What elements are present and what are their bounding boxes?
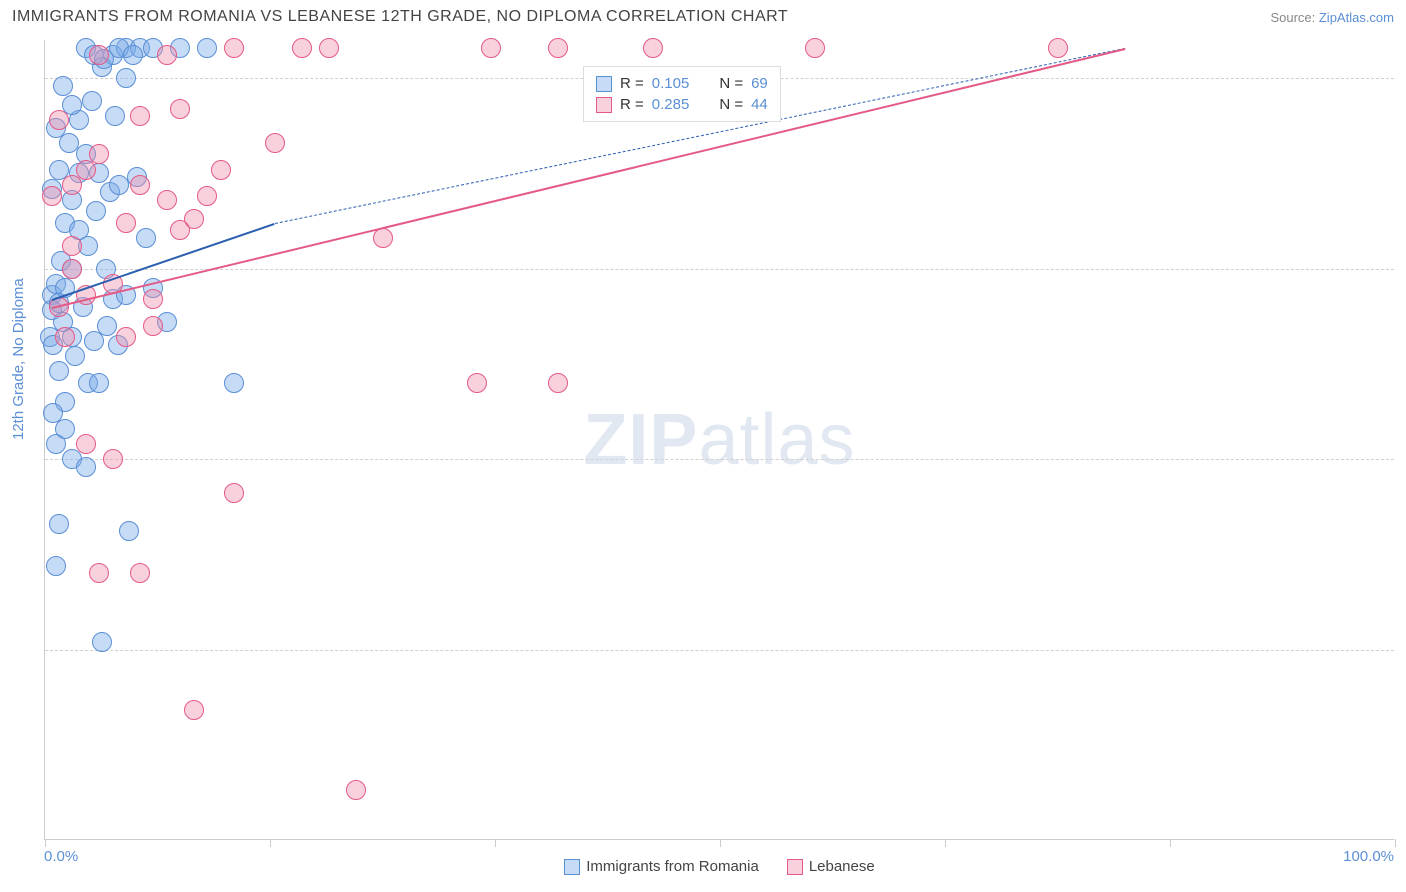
stat-n-label: N = [719, 96, 743, 113]
series-swatch [596, 76, 612, 92]
scatter-point [62, 259, 82, 279]
watermark-bold: ZIP [583, 400, 698, 480]
x-min-label: 0.0% [44, 848, 78, 865]
scatter-point [130, 106, 150, 126]
scatter-point [76, 434, 96, 454]
scatter-point [211, 160, 231, 180]
scatter-point [43, 403, 63, 423]
scatter-point [62, 175, 82, 195]
scatter-point [82, 91, 102, 111]
scatter-point [53, 76, 73, 96]
scatter-point [46, 556, 66, 576]
scatter-point [49, 110, 69, 130]
scatter-point [224, 38, 244, 58]
scatter-point [292, 38, 312, 58]
scatter-point [116, 327, 136, 347]
scatter-point [548, 373, 568, 393]
scatter-point [1048, 38, 1068, 58]
scatter-point [143, 289, 163, 309]
x-max-label: 100.0% [1343, 848, 1394, 865]
scatter-point [197, 186, 217, 206]
stat-r-value: 0.105 [652, 75, 690, 92]
chart-title: IMMIGRANTS FROM ROMANIA VS LEBANESE 12TH… [12, 8, 788, 26]
stat-row: R = 0.285 N = 44 [596, 94, 768, 115]
x-tick [270, 839, 271, 847]
scatter-point [65, 346, 85, 366]
scatter-point [116, 68, 136, 88]
scatter-point [62, 236, 82, 256]
scatter-point [89, 563, 109, 583]
x-tick [495, 839, 496, 847]
stat-r-label: R = [620, 75, 644, 92]
x-axis-labels: 0.0% 100.0% [44, 848, 1394, 865]
scatter-point [103, 449, 123, 469]
scatter-point [157, 45, 177, 65]
scatter-point [97, 316, 117, 336]
scatter-point [130, 563, 150, 583]
stat-r-label: R = [620, 96, 644, 113]
scatter-point [170, 220, 190, 240]
scatter-point [467, 373, 487, 393]
watermark-rest: atlas [698, 400, 855, 480]
scatter-point [346, 780, 366, 800]
x-tick [1395, 839, 1396, 847]
scatter-point [76, 457, 96, 477]
series-swatch [596, 97, 612, 113]
scatter-point [89, 373, 109, 393]
scatter-point [49, 361, 69, 381]
x-tick [945, 839, 946, 847]
scatter-point [224, 373, 244, 393]
source-prefix: Source: [1270, 10, 1318, 25]
scatter-point [86, 201, 106, 221]
correlation-stat-box: R = 0.105 N = 69 R = 0.285 N = 44 [583, 66, 781, 122]
scatter-point [805, 38, 825, 58]
scatter-point [197, 38, 217, 58]
stat-n-value: 69 [751, 75, 768, 92]
scatter-point [481, 38, 501, 58]
gridline [45, 269, 1394, 270]
scatter-point [319, 38, 339, 58]
chart-header: IMMIGRANTS FROM ROMANIA VS LEBANESE 12TH… [0, 0, 1406, 30]
watermark: ZIPatlas [583, 399, 855, 481]
x-tick [1170, 839, 1171, 847]
scatter-point [89, 45, 109, 65]
gridline [45, 459, 1394, 460]
scatter-point [49, 514, 69, 534]
source-attribution: Source: ZipAtlas.com [1270, 10, 1394, 25]
scatter-point [92, 632, 112, 652]
stat-n-label: N = [719, 75, 743, 92]
y-axis-label: 12th Grade, No Diploma [10, 278, 27, 440]
scatter-point [643, 38, 663, 58]
scatter-point [548, 38, 568, 58]
scatter-point [136, 228, 156, 248]
scatter-point [143, 316, 163, 336]
source-link[interactable]: ZipAtlas.com [1319, 10, 1394, 25]
scatter-point [123, 45, 143, 65]
scatter-point [373, 228, 393, 248]
stat-r-value: 0.285 [652, 96, 690, 113]
scatter-point [130, 175, 150, 195]
scatter-point [119, 521, 139, 541]
stat-row: R = 0.105 N = 69 [596, 73, 768, 94]
scatter-chart: ZIPatlas 85.0%90.0%95.0%100.0%R =0.105N … [44, 40, 1394, 840]
scatter-point [224, 483, 244, 503]
scatter-point [59, 133, 79, 153]
scatter-point [170, 99, 190, 119]
x-tick [45, 839, 46, 847]
x-tick [720, 839, 721, 847]
scatter-point [116, 213, 136, 233]
scatter-point [265, 133, 285, 153]
scatter-point [105, 106, 125, 126]
gridline [45, 650, 1394, 651]
scatter-point [157, 190, 177, 210]
scatter-point [55, 327, 75, 347]
scatter-point [42, 186, 62, 206]
stat-n-value: 44 [751, 96, 768, 113]
scatter-point [184, 700, 204, 720]
